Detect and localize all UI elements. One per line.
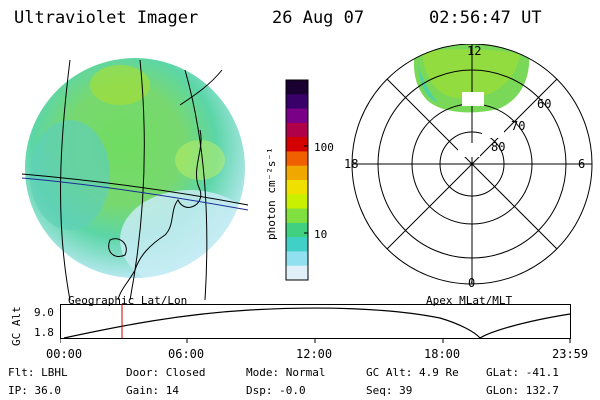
polar-label-18: 18 [344, 157, 359, 171]
polar-plot [351, 44, 593, 285]
strip-y-tick-1: 1.8 [34, 326, 54, 339]
colorbar-swatch [286, 194, 308, 210]
imager-title: Ultraviolet Imager [14, 8, 199, 28]
polar-ring-60: 60 [537, 97, 552, 111]
strip-y-tick-9: 9.0 [34, 306, 54, 319]
colorbar-unit-label: photon cm⁻²s⁻¹ [265, 147, 278, 240]
colorbar-swatch [286, 80, 308, 95]
polar-ring-70: 70 [511, 119, 526, 133]
colorbar-tick-100: 100 [314, 141, 334, 154]
strip-x-tick-2: 12:00 [296, 347, 333, 361]
info-dsp: Dsp: -0.0 [246, 384, 306, 397]
info-gain: Gain: 14 [126, 384, 179, 397]
info-gcalt: GC Alt: 4.9 Re [366, 366, 459, 379]
strip-x-tick-3: 18:00 [424, 347, 461, 361]
colorbar-swatch [286, 137, 308, 152]
strip-x-tick-1: 06:00 [168, 347, 205, 361]
colorbar-swatch [286, 122, 308, 138]
header-date: 26 Aug 07 [272, 8, 365, 28]
colorbar-swatch [286, 251, 308, 267]
colorbar-swatch [286, 237, 308, 252]
polar-label-0: 0 [468, 276, 476, 290]
info-seq: Seq: 39 [366, 384, 413, 397]
colorbar-tick-10: 10 [314, 228, 328, 241]
colorbar-swatch [286, 180, 308, 195]
colorbar-swatch [286, 208, 308, 224]
header-time: 02:56:47 UT [429, 8, 542, 28]
strip-y-title: GC Alt [10, 306, 23, 346]
info-glat: GLat: -41.1 [486, 366, 559, 379]
altitude-strip-chart [60, 304, 571, 343]
colorbar-swatch [286, 151, 308, 167]
colorbar [285, 79, 309, 281]
colorbar-swatch [286, 94, 308, 110]
colorbar-swatch [286, 265, 308, 281]
colorbar-swatch [286, 165, 308, 181]
strip-right-label: Apex MLat/MLT [426, 294, 513, 307]
colorbar-swatch [286, 108, 308, 124]
polar-label-6: 6 [578, 157, 586, 171]
colorbar-swatch [286, 222, 308, 238]
altitude-curve [63, 307, 571, 339]
geographic-image-panel [21, 58, 249, 300]
info-mode: Mode: Normal [246, 366, 326, 379]
strip-x-tick-4: 23:59 [552, 347, 589, 361]
polar-ring-80: 80 [491, 140, 506, 154]
strip-x-tick-0: 00:00 [46, 347, 83, 361]
info-flt: Flt: LBHL [8, 366, 68, 379]
info-glon: GLon: 132.7 [486, 384, 559, 397]
strip-left-label: Geographic Lat/Lon [68, 294, 188, 307]
info-ip: IP: 36.0 [8, 384, 61, 397]
info-door: Door: Closed [126, 366, 206, 379]
polar-label-12: 12 [467, 44, 482, 58]
